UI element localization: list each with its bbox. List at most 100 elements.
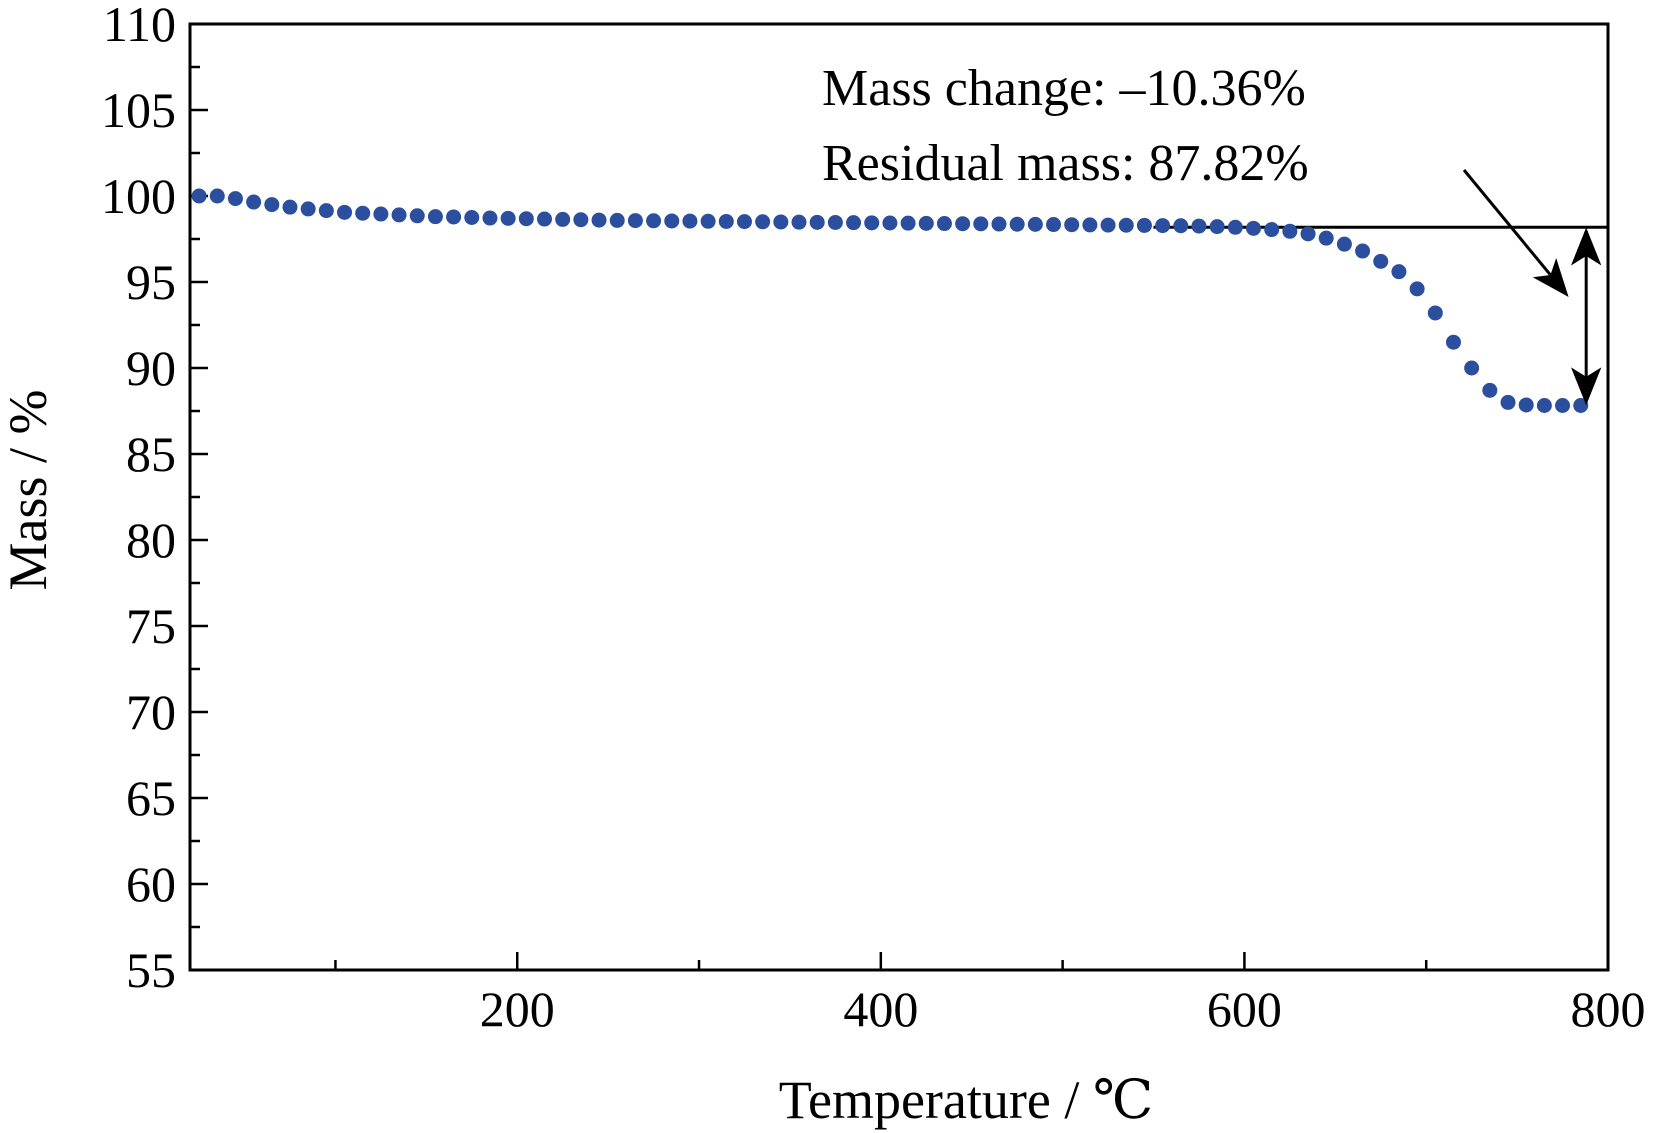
residual-mass-annotation: Residual mass: 87.82% [822, 135, 1309, 192]
data-point [464, 210, 480, 225]
data-point [409, 208, 425, 224]
data-point [1391, 264, 1407, 280]
data-point [1336, 236, 1352, 252]
data-point [246, 194, 262, 210]
x-axis-ticks: 200 400 600 800 [334, 952, 1646, 1037]
mass-change-annotation: Mass change: –10.36% [822, 60, 1306, 117]
data-point [518, 211, 534, 227]
data-point [427, 209, 443, 225]
data-point [936, 216, 952, 232]
data-point [355, 205, 371, 221]
data-point [882, 215, 898, 231]
data-point [991, 216, 1007, 232]
x-tick-label: 400 [843, 981, 918, 1037]
data-point [1464, 360, 1480, 376]
data-point [1318, 230, 1334, 246]
data-point [736, 214, 752, 230]
data-point [609, 212, 625, 228]
data-point [555, 211, 571, 227]
data-point [318, 203, 334, 219]
y-tick-label: 105 [101, 82, 176, 138]
data-point [1409, 281, 1425, 297]
data-point [791, 214, 807, 230]
data-point [1536, 397, 1552, 413]
data-point [191, 188, 207, 204]
data-point [773, 214, 789, 230]
y-tick-label: 80 [126, 512, 176, 568]
y-tick-label: 85 [126, 426, 176, 482]
data-point [1064, 217, 1080, 233]
y-tick-label: 100 [101, 168, 176, 224]
data-point [900, 215, 916, 231]
data-point [627, 213, 643, 229]
data-point [755, 214, 771, 230]
data-point [846, 215, 862, 231]
data-point [827, 214, 843, 230]
data-point [718, 213, 734, 229]
data-point [1209, 219, 1225, 235]
data-point [1136, 217, 1152, 233]
data-point [391, 207, 407, 223]
data-point [864, 215, 880, 231]
data-point [482, 210, 498, 226]
y-tick-label: 65 [126, 770, 176, 826]
data-point [573, 212, 589, 228]
x-tick-label: 800 [1571, 981, 1646, 1037]
data-point [1118, 217, 1134, 233]
data-point [973, 216, 989, 232]
data-point [1227, 219, 1243, 235]
data-point [682, 213, 698, 229]
data-point [646, 213, 662, 229]
y-tick-label: 90 [126, 340, 176, 396]
y-tick-label: 60 [126, 856, 176, 912]
data-point [1100, 217, 1116, 233]
data-point [1009, 216, 1025, 232]
data-point [1555, 397, 1571, 413]
data-points [191, 188, 1589, 413]
data-point [1518, 397, 1534, 413]
data-point [500, 210, 516, 226]
data-point [337, 204, 353, 220]
y-tick-label: 70 [126, 684, 176, 740]
data-point [1027, 216, 1043, 232]
data-point [1282, 223, 1298, 239]
x-tick-label: 200 [480, 981, 555, 1037]
data-point [1482, 382, 1498, 398]
data-point [1155, 218, 1171, 234]
data-point [227, 191, 243, 207]
y-tick-label: 75 [126, 598, 176, 654]
data-point [1191, 218, 1207, 234]
annotation-pointer-arrow [1462, 169, 1569, 297]
data-point [591, 212, 607, 228]
data-point [209, 188, 225, 204]
y-tick-label: 110 [103, 0, 176, 52]
data-point [1427, 305, 1443, 321]
data-point [700, 213, 716, 229]
data-point [1173, 218, 1189, 234]
data-point [955, 216, 971, 232]
data-point [264, 197, 280, 213]
data-point [809, 214, 825, 230]
data-point [537, 211, 552, 227]
y-axis-title: Mass / % [0, 390, 58, 591]
y-axis-ticks: 55 60 65 70 75 80 85 90 95 100 105 110 [101, 0, 208, 998]
data-point [1046, 217, 1062, 233]
data-point [300, 201, 316, 217]
data-point [1445, 334, 1461, 350]
data-point [664, 213, 680, 229]
x-axis-title: Temperature / ℃ [779, 1070, 1153, 1130]
data-point [1300, 226, 1316, 242]
y-tick-label: 55 [126, 942, 176, 998]
data-point [1082, 217, 1098, 233]
data-point [373, 206, 389, 222]
data-point [918, 215, 934, 231]
y-tick-label: 95 [126, 254, 176, 310]
data-point [446, 209, 462, 225]
data-point [1264, 222, 1280, 238]
data-point [282, 199, 298, 215]
data-point [1500, 394, 1516, 410]
x-tick-label: 600 [1207, 981, 1282, 1037]
data-point [1355, 243, 1371, 259]
data-point [1246, 220, 1261, 236]
